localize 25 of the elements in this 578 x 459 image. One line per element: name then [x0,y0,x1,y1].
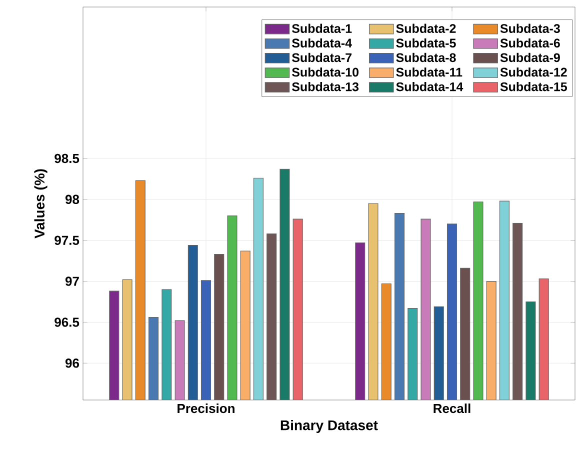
legend-label: Subdata-12 [500,67,567,77]
legend-label: Subdata-4 [292,38,352,48]
legend-label: Subdata-2 [396,24,456,33]
y-axis-title: Values (%) [34,169,48,238]
x-axis-title: Binary Dataset [280,420,378,433]
x-tick-label: Precision [178,404,234,414]
y-tick-label: 96.5 [54,318,80,327]
legend-label: Subdata-10 [292,67,359,77]
y-tick-label: 98 [65,194,80,204]
legend-label: Subdata-9 [500,52,560,62]
y-tick-label: 97 [65,276,79,286]
y-tick-label: 98.5 [54,154,80,164]
x-tick-label: Recall [434,404,470,414]
y-tick-label: 97.5 [54,236,80,245]
legend-label: Subdata-6 [500,38,560,48]
legend-label: Subdata-7 [292,52,352,62]
legend-label: Subdata-3 [500,24,560,33]
legend-label: Subdata-1 [292,24,352,33]
legend-label: Subdata-11 [396,67,462,77]
legend-label: Subdata-14 [396,82,464,92]
legend-label: Subdata-5 [396,38,456,48]
y-tick-label: 96 [65,358,79,368]
legend-label: Subdata-13 [292,82,359,92]
legend-label: Subdata-15 [500,82,567,92]
legend-label: Subdata-8 [396,52,456,62]
